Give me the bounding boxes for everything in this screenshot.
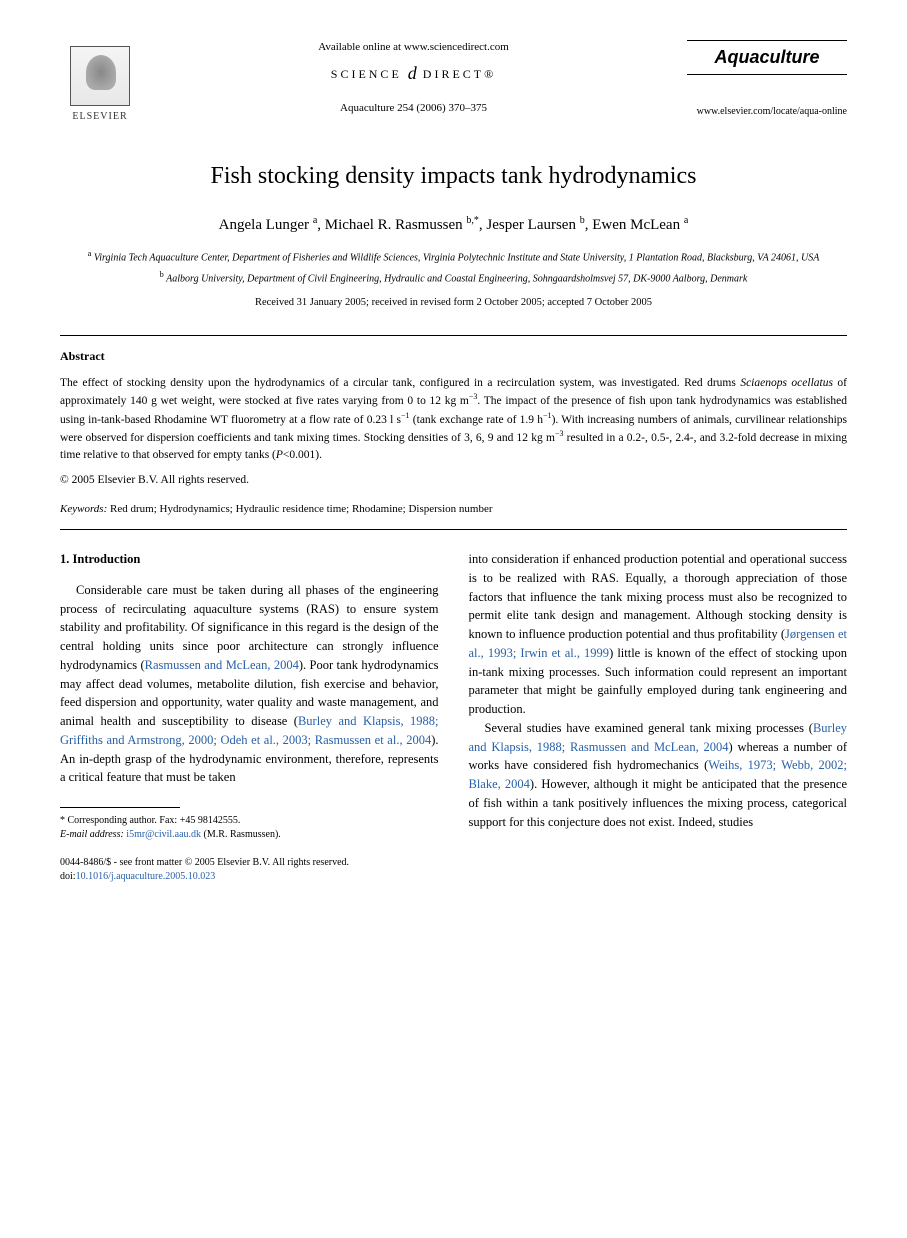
journal-box: Aquaculture www.elsevier.com/locate/aqua… [687, 40, 847, 119]
email-address[interactable]: i5mr@civil.aau.dk [126, 829, 201, 840]
doi-label: doi: [60, 871, 76, 882]
intro-paragraph-1-cont: into consideration if enhanced productio… [469, 550, 848, 719]
doi-value[interactable]: 10.1016/j.aquaculture.2005.10.023 [76, 871, 216, 882]
footnote-separator [60, 807, 180, 808]
elsevier-logo: ELSEVIER [60, 40, 140, 130]
journal-name: Aquaculture [687, 40, 847, 75]
abstract-heading: Abstract [60, 348, 847, 365]
section-1-heading: 1. Introduction [60, 550, 439, 569]
journal-url: www.elsevier.com/locate/aqua-online [687, 105, 847, 119]
corresponding-author-note: * Corresponding author. Fax: +45 9814255… [60, 814, 439, 828]
email-line: E-mail address: i5mr@civil.aau.dk (M.R. … [60, 828, 439, 842]
rule-above-abstract [60, 335, 847, 336]
article-dates: Received 31 January 2005; received in re… [60, 296, 847, 311]
elsevier-tree-icon [70, 46, 130, 106]
article-title: Fish stocking density impacts tank hydro… [60, 160, 847, 194]
column-right: into consideration if enhanced productio… [469, 550, 848, 884]
sd-left: SCIENCE [331, 66, 402, 83]
doi-line: doi:10.1016/j.aquaculture.2005.10.023 [60, 870, 439, 884]
publisher-name: ELSEVIER [72, 110, 127, 124]
abstract-body: The effect of stocking density upon the … [60, 375, 847, 464]
section-title: Introduction [73, 552, 141, 566]
rule-below-abstract [60, 529, 847, 530]
intro-paragraph-1: Considerable care must be taken during a… [60, 581, 439, 787]
affiliation-b: b Aalborg University, Department of Civi… [60, 269, 847, 286]
footer-block: 0044-8486/$ - see front matter © 2005 El… [60, 856, 439, 884]
header-center: Available online at www.sciencedirect.co… [140, 40, 687, 116]
email-attribution: (M.R. Rasmussen). [204, 829, 281, 840]
sd-swirl-icon: d [408, 61, 417, 86]
affiliation-a: a Virginia Tech Aquaculture Center, Depa… [60, 248, 847, 265]
keywords-label: Keywords: [60, 503, 107, 515]
abstract-copyright: © 2005 Elsevier B.V. All rights reserved… [60, 472, 847, 488]
citation-line: Aquaculture 254 (2006) 370–375 [160, 101, 667, 116]
email-label: E-mail address: [60, 829, 124, 840]
science-direct-logo: SCIENCE d DIRECT® [160, 61, 667, 86]
page-header: ELSEVIER Available online at www.science… [60, 40, 847, 130]
issn-line: 0044-8486/$ - see front matter © 2005 El… [60, 856, 439, 870]
section-number: 1. [60, 552, 69, 566]
sd-right: DIRECT® [423, 66, 496, 83]
keywords-line: Keywords: Red drum; Hydrodynamics; Hydra… [60, 502, 847, 517]
authors-line: Angela Lunger a, Michael R. Rasmussen b,… [60, 214, 847, 236]
intro-paragraph-2: Several studies have examined general ta… [469, 719, 848, 832]
column-left: 1. Introduction Considerable care must b… [60, 550, 439, 884]
body-columns: 1. Introduction Considerable care must b… [60, 550, 847, 884]
available-online-text: Available online at www.sciencedirect.co… [160, 40, 667, 55]
keywords-values: Red drum; Hydrodynamics; Hydraulic resid… [110, 503, 492, 515]
